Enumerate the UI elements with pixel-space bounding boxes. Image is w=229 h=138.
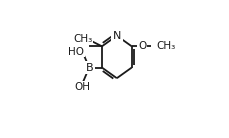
Text: N: N [113, 31, 121, 41]
Text: O: O [138, 41, 147, 51]
Text: B: B [85, 63, 93, 73]
Text: CH₃: CH₃ [156, 41, 175, 51]
Text: CH₃: CH₃ [73, 34, 92, 44]
Text: OH: OH [75, 82, 91, 92]
Text: HO: HO [68, 47, 84, 57]
